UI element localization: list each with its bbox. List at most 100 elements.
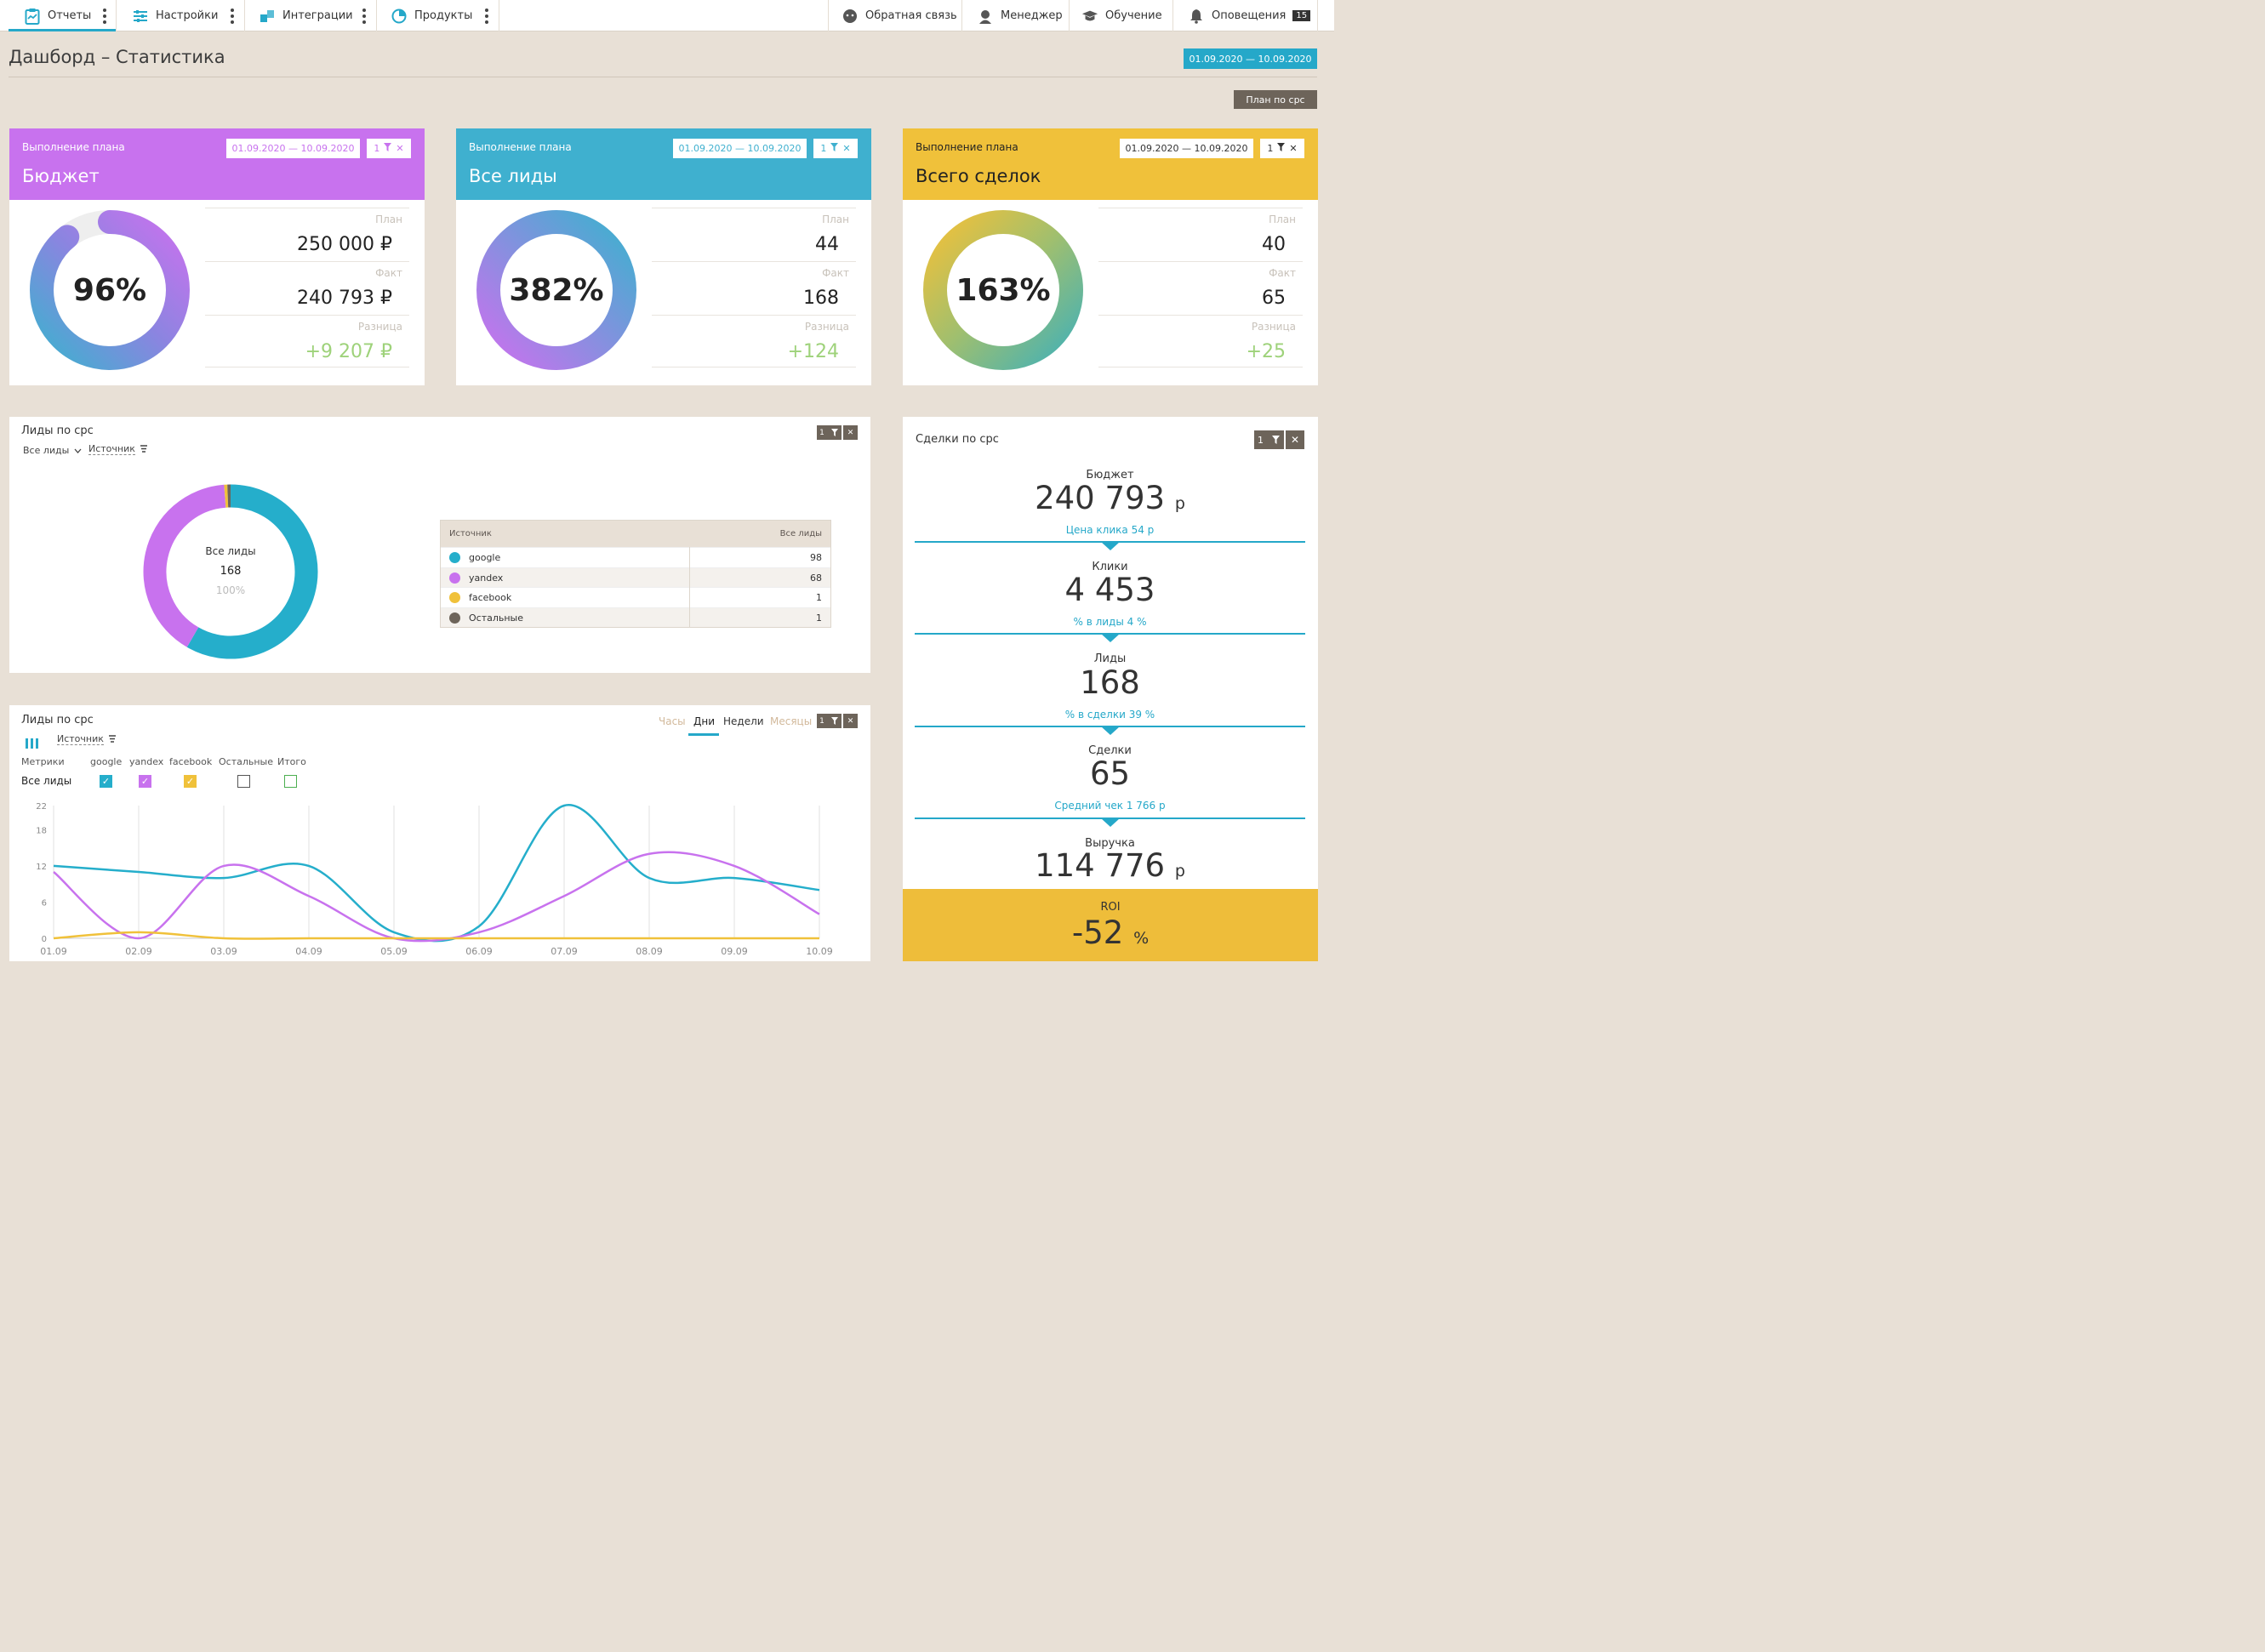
close-icon[interactable]: ✕: [1289, 143, 1298, 154]
checkbox-total[interactable]: [284, 775, 297, 788]
kpi-header: Выполнение плана Всего сделок 01.09.2020…: [903, 128, 1318, 200]
leads-selector[interactable]: Все лиды: [23, 445, 82, 456]
close-icon[interactable]: ✕: [843, 425, 858, 440]
more-menu-icon[interactable]: [485, 9, 488, 24]
checkbox-google[interactable]: ✓: [100, 775, 112, 788]
kpi-plan-value: 44: [815, 234, 839, 255]
nav-products[interactable]: Продукты: [391, 0, 472, 31]
y-tick-label: 22: [36, 802, 47, 812]
kpi-fact-label: Факт: [1269, 267, 1296, 279]
metrics-label: Метрики: [21, 756, 65, 767]
kpi-percent: 96%: [72, 272, 147, 308]
nav-notifications[interactable]: Оповещения 15: [1188, 0, 1311, 31]
panel-filter[interactable]: 1 ✕: [817, 714, 858, 728]
nav-settings-label: Настройки: [156, 9, 219, 22]
nav-reports-label: Отчеты: [48, 9, 92, 22]
kpi-filter[interactable]: 1 ✕: [813, 139, 858, 158]
legend-google-label: google: [90, 756, 123, 767]
filter-icon[interactable]: [384, 143, 392, 154]
filter-count: 1: [817, 425, 827, 440]
filter-icon[interactable]: [827, 425, 842, 440]
close-icon[interactable]: ✕: [842, 143, 851, 154]
series-line-facebook: [53, 931, 819, 940]
checkbox-other[interactable]: [237, 775, 250, 788]
kpi-fact-value: 65: [1262, 288, 1286, 309]
date-range-picker[interactable]: 01.09.2020 — 10.09.2020: [1184, 48, 1317, 69]
kpi-diff-row: Разница +25: [1098, 315, 1303, 367]
x-tick-label: 09.09: [721, 946, 748, 957]
panel-filter[interactable]: 1 ✕: [1254, 430, 1304, 449]
tab-days[interactable]: Дни: [693, 715, 716, 727]
group-by-label: Источник: [88, 443, 135, 455]
kpi-fact-value: 168: [803, 288, 839, 309]
page-title: Дашборд – Статистика: [9, 47, 225, 67]
x-tick-label: 02.09: [125, 946, 152, 957]
funnel-sub-leads: % в сделки 39 %: [1064, 709, 1155, 721]
more-menu-icon[interactable]: [362, 9, 366, 24]
leads-donut-chart: [143, 484, 318, 659]
funnel-value: 114 776: [1035, 847, 1166, 884]
notifications-badge: 15: [1292, 10, 1311, 21]
kpi-fact-value: 240 793 ₽: [297, 288, 392, 309]
nav-integrations[interactable]: Интеграции: [259, 0, 353, 31]
close-icon[interactable]: ✕: [396, 143, 404, 154]
source-name: yandex: [469, 572, 504, 584]
filter-icon[interactable]: [827, 714, 842, 728]
pie-icon: [391, 8, 408, 25]
kpi-diff-label: Разница: [804, 321, 849, 333]
panel-filter[interactable]: 1 ✕: [817, 425, 858, 440]
donut-center-label: Все лиды: [205, 545, 256, 557]
kpi-date-range[interactable]: 01.09.2020 — 10.09.2020: [1120, 139, 1253, 158]
tab-hours[interactable]: Часы: [659, 715, 686, 727]
kpi-title: Бюджет: [22, 166, 100, 186]
sliders-icon: [132, 8, 149, 25]
kpi-date-range[interactable]: 01.09.2020 — 10.09.2020: [226, 139, 360, 158]
nav-settings[interactable]: Настройки: [132, 0, 218, 31]
source-column-header: Источник: [449, 529, 492, 538]
deals-cpc-panel: [903, 417, 1318, 961]
filter-icon[interactable]: [1267, 430, 1284, 449]
checkbox-facebook[interactable]: ✓: [184, 775, 197, 788]
nav-feedback[interactable]: Обратная связь: [842, 0, 957, 31]
group-by-source[interactable]: Источник: [88, 443, 147, 455]
bar-chart-toggle-icon[interactable]: [26, 736, 38, 752]
roi-label: ROI: [1100, 901, 1121, 914]
nav-learning[interactable]: Обучение: [1081, 0, 1162, 31]
close-icon[interactable]: ✕: [1286, 430, 1304, 449]
more-menu-icon[interactable]: [103, 9, 106, 24]
funnel-sub-clicks: % в лиды 4 %: [1073, 616, 1147, 628]
nav-manager[interactable]: Менеджер: [977, 0, 1063, 31]
filter-count: 1: [1267, 143, 1274, 154]
source-value: 1: [816, 592, 822, 603]
source-name: Остальные: [469, 612, 524, 624]
donut-slice-yandex: [143, 484, 226, 647]
kpi-date-range[interactable]: 01.09.2020 — 10.09.2020: [673, 139, 807, 158]
filter-icon[interactable]: [1277, 143, 1286, 154]
source-value: 68: [810, 572, 822, 584]
kpi-plan-row: План 40: [1098, 208, 1303, 260]
kpi-percent: 163%: [956, 272, 1051, 308]
nav-reports[interactable]: Отчеты: [24, 0, 91, 31]
source-value: 98: [810, 552, 822, 563]
tab-weeks[interactable]: Недели: [723, 715, 764, 727]
kpi-card-budget: Выполнение плана Бюджет 01.09.2020 — 10.…: [9, 128, 425, 385]
kpi-subtitle: Выполнение плана: [469, 141, 572, 153]
y-tick-label: 18: [36, 826, 47, 835]
funnel-value-budget: 240 793 р: [915, 480, 1305, 516]
nav-notifications-label: Оповещения: [1212, 9, 1287, 22]
funnel-value: 65: [1089, 755, 1131, 792]
source-value: 1: [816, 612, 822, 624]
plan-cpc-button[interactable]: План по cpc: [1234, 90, 1317, 109]
group-by-source[interactable]: Источник: [57, 733, 116, 745]
checkbox-yandex[interactable]: ✓: [139, 775, 151, 788]
funnel-value-clicks: 4 453: [915, 572, 1305, 608]
close-icon[interactable]: ✕: [843, 714, 858, 728]
more-menu-icon[interactable]: [231, 9, 234, 24]
leads-line-chart: 01.09 02.09 03.09 04.09 05.09 06.09 07.09 08.09…: [36, 802, 832, 957]
funnel-label-clicks: Клики: [1092, 561, 1128, 573]
panel-title: Лиды по cpc: [21, 714, 94, 726]
kpi-filter[interactable]: 1 ✕: [1260, 139, 1304, 158]
filter-icon[interactable]: [830, 143, 839, 154]
tab-months[interactable]: Месяцы: [770, 715, 813, 727]
kpi-filter[interactable]: 1 ✕: [367, 139, 411, 158]
